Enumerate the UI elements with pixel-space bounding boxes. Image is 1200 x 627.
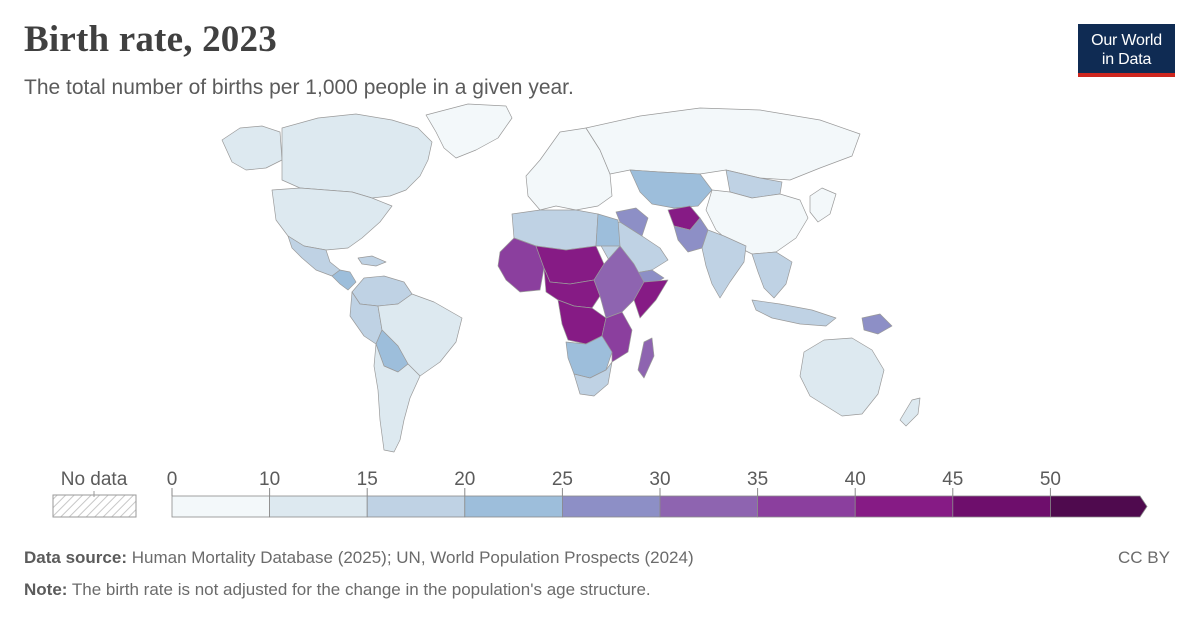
legend-bin-40-45[interactable] [854, 495, 954, 518]
legend-tick-label-10: 10 [259, 469, 280, 490]
region-papua-new-guinea[interactable] [861, 313, 893, 335]
legend-bin-0-10[interactable] [171, 495, 270, 518]
region-australia[interactable] [799, 337, 885, 417]
legend-tick-label-25: 25 [552, 469, 573, 490]
data-source-text[interactable]: Human Mortality Database (2025); UN, Wor… [131, 548, 694, 567]
legend-tick-label-30: 30 [649, 469, 670, 490]
region-new-zealand[interactable] [899, 397, 921, 427]
map-regions [221, 103, 921, 453]
note-line: Note: The birth rate is not adjusted for… [24, 580, 651, 600]
legend-bin-50+[interactable] [1050, 495, 1148, 518]
region-central-africa[interactable] [543, 267, 601, 309]
logo-line-1: Our World [1091, 32, 1162, 49]
our-world-in-data-logo[interactable]: Our World in Data [1078, 24, 1175, 77]
region-indonesia[interactable] [751, 299, 837, 327]
legend-bin-20-25[interactable] [464, 495, 563, 518]
region-mozambique-zambia[interactable] [601, 311, 633, 363]
region-canada[interactable] [281, 113, 433, 199]
legend-color-bins [171, 495, 1148, 518]
world-map: No data 0 10 15 20 25 30 35 40 45 50 [52, 103, 1148, 518]
region-madagascar[interactable] [637, 337, 655, 379]
region-egypt[interactable] [595, 213, 621, 247]
region-southeast-asia[interactable] [751, 251, 793, 299]
region-iraq-syria[interactable] [615, 207, 649, 237]
legend-tick-label-20: 20 [454, 469, 475, 490]
data-source-line: Data source: Human Mortality Database (2… [24, 548, 694, 568]
region-west-africa[interactable] [497, 237, 545, 293]
legend-tick-label-40: 40 [845, 469, 866, 490]
region-india[interactable] [701, 229, 747, 299]
region-china[interactable] [705, 189, 809, 255]
legend-bin-10-15[interactable] [269, 495, 368, 518]
legend-bin-15-20[interactable] [366, 495, 466, 518]
region-central-america[interactable] [331, 269, 357, 291]
chart-title: Birth rate, 2023 [24, 19, 277, 60]
legend-tick-label-35: 35 [747, 469, 768, 490]
legend-tick-labels: 0 10 15 20 25 30 35 40 45 50 [167, 469, 1061, 496]
region-alaska[interactable] [221, 125, 283, 171]
note-label: Note: [24, 580, 68, 599]
region-caribbean[interactable] [357, 255, 387, 267]
legend-bin-25-30[interactable] [562, 495, 661, 518]
legend-no-data-swatch [52, 494, 137, 518]
legend-tick-label-50: 50 [1040, 469, 1061, 490]
data-source-label: Data source: [24, 548, 127, 567]
legend-bin-30-35[interactable] [659, 495, 758, 518]
note-text: The birth rate is not adjusted for the c… [71, 580, 651, 599]
legend-bin-45-50[interactable] [952, 495, 1051, 518]
region-greenland[interactable] [425, 103, 513, 159]
region-japan-korea[interactable] [809, 187, 837, 223]
license-link[interactable]: CC BY [1118, 548, 1170, 567]
region-somalia[interactable] [633, 279, 669, 319]
region-argentina-chile[interactable] [373, 343, 421, 453]
region-central-asia[interactable] [629, 169, 713, 209]
region-south-africa[interactable] [573, 361, 613, 397]
legend-tick-label-15: 15 [357, 469, 378, 490]
legend-tick-label-0: 0 [167, 469, 178, 490]
legend-bin-35-40[interactable] [757, 495, 856, 518]
logo-line-2: in Data [1101, 51, 1152, 68]
legend-no-data-label: No data [61, 469, 128, 490]
legend-tick-label-45: 45 [942, 469, 963, 490]
region-russia[interactable] [585, 107, 861, 181]
chart-subtitle: The total number of births per 1,000 peo… [24, 76, 574, 99]
legend: No data 0 10 15 20 25 30 35 40 45 50 [52, 469, 1148, 518]
